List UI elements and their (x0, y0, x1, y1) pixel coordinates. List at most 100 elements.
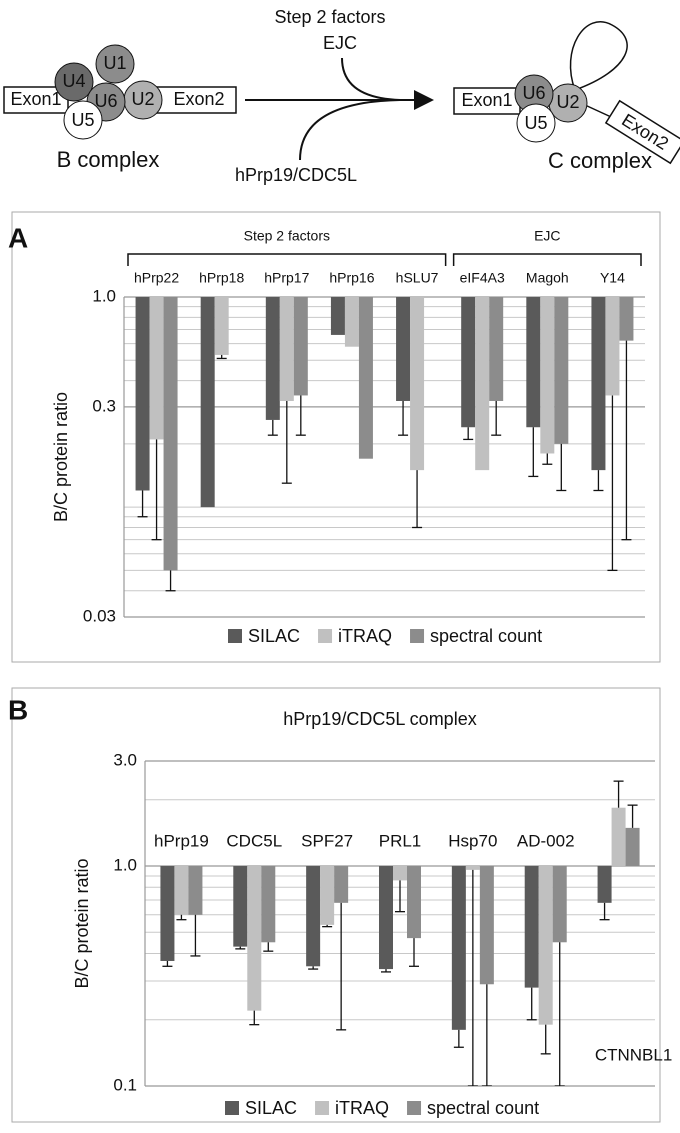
arrow (341, 57, 401, 101)
error-bar (216, 354, 227, 360)
bar (293, 297, 308, 396)
bar (540, 297, 555, 454)
error-bar (607, 395, 618, 572)
bar (320, 865, 335, 925)
error-bar (528, 427, 539, 478)
y-axis-label: B/C protein ratio (51, 392, 71, 522)
error-bar (467, 869, 478, 1086)
x-tick-label: hPrp16 (329, 270, 374, 286)
snrnp (63, 100, 103, 140)
x-tick-label: SPF27 (301, 831, 353, 850)
label: Exon1 (461, 90, 512, 110)
bar (396, 297, 411, 401)
bar (538, 865, 553, 1025)
legend-label: SILAC (245, 1098, 297, 1118)
bar (174, 865, 189, 915)
bar (451, 865, 466, 1030)
bar (214, 297, 229, 355)
y-tick-label: 0.3 (92, 396, 116, 415)
bar (358, 297, 373, 459)
bar (279, 297, 294, 401)
error-bar (249, 1010, 260, 1026)
bar (261, 865, 276, 943)
label: Exon1 (10, 89, 61, 109)
bar (149, 297, 164, 440)
error-bar (235, 946, 246, 950)
x-tick-label: Magoh (526, 270, 569, 286)
bar (200, 297, 215, 508)
exon-box (155, 86, 237, 114)
legend-swatch (410, 629, 425, 643)
error-bar (137, 490, 148, 518)
x-tick-label: PRL1 (379, 831, 422, 850)
bar (475, 297, 490, 471)
bar (233, 865, 248, 947)
error-bar (409, 938, 419, 967)
snrnp (54, 62, 94, 102)
legend-swatch (228, 629, 242, 643)
bar (265, 297, 280, 420)
chart-title: hPrp19/CDC5L complex (283, 709, 476, 729)
label: U5 (71, 110, 94, 130)
complex-name: C complex (548, 148, 652, 173)
error-bar (526, 987, 537, 1021)
legend-swatch (225, 1101, 239, 1115)
bar (163, 297, 178, 571)
bar (393, 865, 407, 881)
legend-label: SILAC (248, 626, 300, 646)
error-bar (398, 400, 409, 436)
label: U4 (62, 71, 85, 91)
bar (625, 827, 640, 866)
error-bar (308, 966, 319, 970)
rna-loop (569, 21, 628, 91)
y-tick-label: 1.0 (92, 286, 116, 305)
bar (410, 297, 425, 471)
label: EJC (323, 33, 357, 53)
exon-box (453, 87, 521, 115)
y-tick-label: 1.0 (113, 855, 137, 874)
legend-label: spectral count (430, 626, 542, 646)
error-bar (491, 400, 502, 436)
error-bar (190, 914, 201, 957)
bar (247, 865, 262, 1011)
snrnp (516, 103, 556, 143)
error-bar (481, 984, 492, 1086)
error-bar (593, 470, 604, 492)
bar (407, 865, 421, 939)
label: U6 (94, 91, 117, 111)
panel-frame (11, 211, 661, 663)
error-bar (151, 439, 162, 541)
diagram: Exon1 Exon2 U4 U1 U6 U2 U5 B complex Ste… (3, 7, 680, 185)
plot-area (135, 297, 634, 592)
error-bar (463, 427, 474, 441)
error-bar (554, 942, 565, 1086)
error-bar (556, 443, 567, 492)
legend-swatch (318, 629, 333, 643)
bar (330, 297, 345, 335)
y-tick-label: 3.0 (113, 750, 137, 769)
error-bar (176, 914, 187, 921)
y-tick-label: 0.1 (113, 1075, 137, 1094)
x-tick-label: CTNNBL1 (595, 1045, 672, 1064)
error-bar (540, 1024, 551, 1055)
error-bar (627, 804, 638, 828)
error-bar (267, 419, 278, 436)
label: hPrp19/CDC5L (235, 165, 357, 185)
bar (619, 297, 634, 341)
error-bar (295, 395, 306, 436)
bar (524, 865, 539, 988)
bar (552, 865, 567, 943)
label: U2 (556, 92, 579, 112)
x-tick-label: hSLU7 (396, 270, 439, 286)
arrow (299, 99, 401, 161)
label: U1 (103, 53, 126, 73)
snrnp (95, 44, 135, 84)
bar (344, 297, 359, 347)
bar (489, 297, 504, 401)
error-bar (381, 969, 391, 973)
group-label: EJC (534, 228, 560, 244)
bar (554, 297, 569, 444)
label: U6 (522, 83, 545, 103)
error-bar (322, 924, 333, 928)
